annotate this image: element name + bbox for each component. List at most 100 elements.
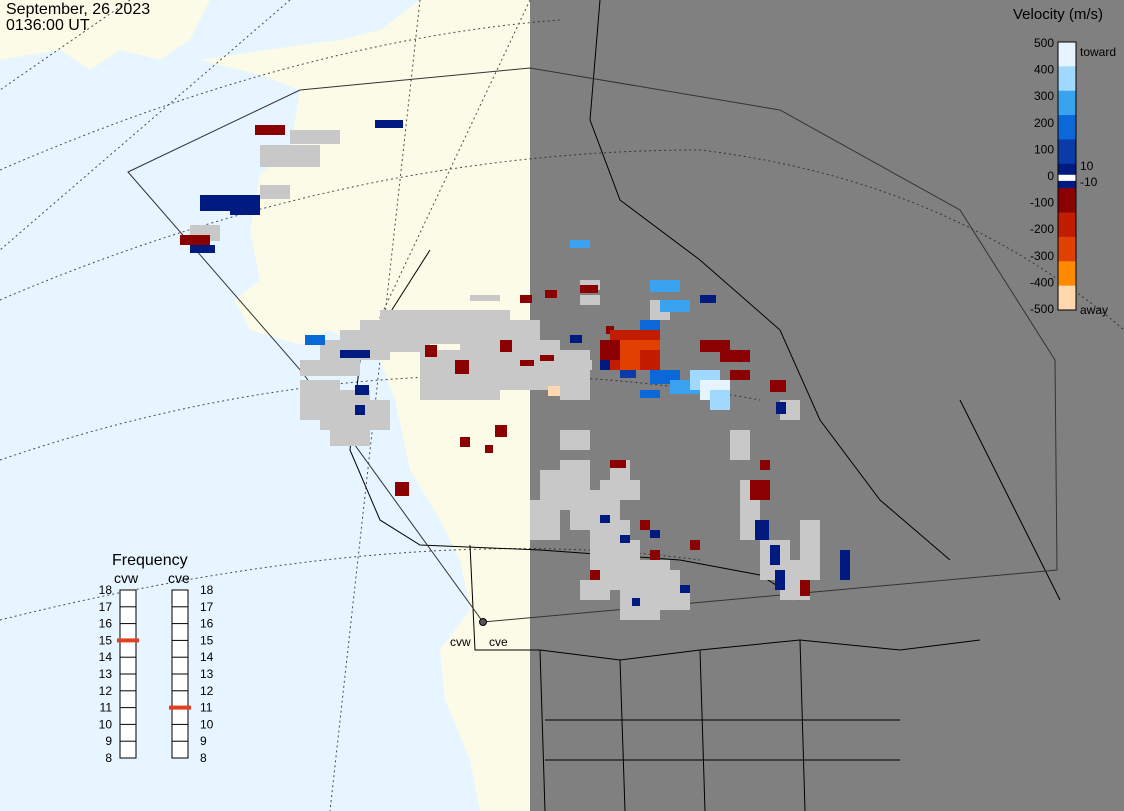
colorbar-neg10-label: -10 (1080, 175, 1098, 189)
scatter-cell (230, 195, 260, 215)
frequency-scale-label: 13 (200, 667, 214, 681)
frequency-scale-label: 15 (200, 633, 214, 647)
scatter-cell (485, 445, 493, 453)
colorbar-segment (1058, 66, 1076, 92)
scatter-cell (620, 600, 660, 620)
frequency-scale-label: 9 (105, 734, 112, 748)
scatter-cell (580, 285, 598, 293)
colorbar-10-label: 10 (1080, 159, 1094, 173)
header-date: September, 26 2023 (6, 1, 151, 18)
scatter-cell (700, 340, 730, 352)
colorbar-segment (1058, 42, 1076, 67)
scatter-cell (260, 185, 290, 199)
scatter-cell (395, 482, 409, 496)
scatter-cell (650, 530, 660, 538)
scatter-cell (590, 570, 600, 580)
frequency-scale-label: 9 (200, 734, 207, 748)
scatter-cell (180, 235, 210, 245)
frequency-scale-label: 12 (200, 684, 214, 698)
colorbar-tick-label: -200 (1030, 222, 1054, 236)
frequency-title: Frequency (112, 552, 188, 569)
scatter-cell (548, 386, 560, 396)
scatter-cell (640, 520, 650, 530)
frequency-scale-label: 18 (99, 583, 113, 597)
scatter-cell (755, 520, 769, 540)
radar-site-marker (479, 618, 487, 626)
colorbar-tick-label: -100 (1030, 196, 1054, 210)
scatter-cell (620, 535, 630, 543)
frequency-scale-label: 11 (100, 701, 113, 715)
scatter-cell (530, 500, 560, 540)
radar-label-cvw: cvw (450, 635, 471, 649)
colorbar-tick-label: 500 (1034, 36, 1054, 50)
colorbar-tick-label: 400 (1034, 63, 1054, 77)
frequency-scale-label: 16 (99, 617, 113, 631)
scatter-cell (620, 370, 636, 378)
scatter-cell (640, 320, 660, 330)
scatter-cell (520, 295, 532, 303)
colorbar-segment (1058, 236, 1076, 262)
colorbar-tick-label: 200 (1034, 116, 1054, 130)
scatter-cell (730, 370, 750, 380)
frequency-scale-label: 10 (200, 717, 214, 731)
scatter-cell (610, 460, 626, 468)
night-shading (530, 0, 1124, 811)
scatter-cell (255, 125, 285, 135)
colorbar-segment (1058, 285, 1076, 311)
colorbar-zero-band (1058, 174, 1076, 181)
backscatter-cells (180, 120, 850, 620)
frequency-scale-label: 13 (99, 667, 113, 681)
scatter-cell (570, 240, 590, 248)
frequency-scale-label: 14 (99, 650, 113, 664)
scatter-cell (495, 425, 507, 437)
colorbar-tick-label: 300 (1034, 89, 1054, 103)
scatter-cell (190, 245, 215, 253)
scatter-cell (650, 550, 660, 560)
scatter-cell (470, 295, 500, 301)
frequency-scale-label: 8 (105, 751, 112, 765)
land-alaska-canada (0, 0, 530, 811)
frequency-scale-label: 14 (200, 650, 214, 664)
scatter-cell (290, 130, 340, 144)
frequency-scale-label: 11 (200, 701, 213, 715)
scatter-cell (690, 540, 700, 550)
colorbar-tick-label: -400 (1030, 275, 1054, 289)
scatter-cell (305, 335, 325, 345)
scatter-cell (560, 430, 590, 450)
frequency-scale-label: 8 (200, 751, 207, 765)
scatter-cell (760, 460, 770, 470)
scatter-cell (560, 460, 590, 490)
scatter-cell (580, 295, 600, 305)
scatter-cell (425, 345, 437, 357)
scatter-cell (650, 280, 680, 292)
scatter-cell (632, 598, 640, 606)
scatter-cell (710, 390, 730, 410)
scatter-cell (300, 360, 360, 376)
scatter-cell (440, 380, 500, 400)
scatter-cell (260, 145, 320, 167)
scatter-cell (455, 360, 469, 374)
frequency-cvw-marker (117, 638, 139, 643)
frequency-scale-label: 17 (200, 600, 214, 614)
scatter-cell (580, 360, 592, 370)
scatter-cell (770, 545, 780, 565)
colorbar-segment (1058, 115, 1076, 140)
scatter-cell (660, 590, 690, 610)
colorbar-away-label: away (1080, 303, 1108, 317)
scatter-cell (680, 585, 690, 593)
scatter-cell (570, 335, 582, 343)
scatter-cell (840, 550, 850, 580)
scatter-cell (640, 350, 660, 370)
colorbar-segment (1058, 261, 1076, 287)
land-day-layer (0, 0, 530, 811)
scatter-cell (730, 430, 750, 460)
colorbar-segment (1058, 139, 1076, 165)
scatter-cell (750, 480, 770, 500)
colorbar-toward-label: toward (1080, 45, 1116, 59)
scatter-cell (580, 580, 610, 600)
scatter-cell (520, 360, 534, 366)
scatter-cell (660, 300, 690, 312)
frequency-scale-label: 17 (99, 600, 113, 614)
